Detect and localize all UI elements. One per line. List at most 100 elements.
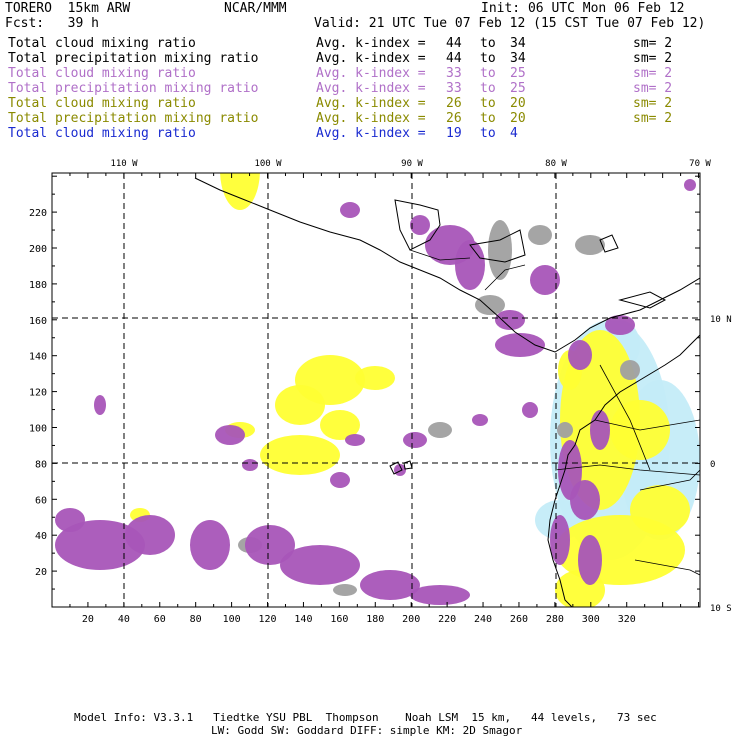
field-blob bbox=[455, 240, 485, 290]
legend-sm: sm= 2 bbox=[633, 96, 673, 111]
field-blob bbox=[242, 459, 258, 471]
y-tick-label: 60 bbox=[35, 495, 47, 506]
legend-avg: Avg. k-index = bbox=[316, 51, 426, 66]
coastline bbox=[403, 460, 413, 470]
field-blob bbox=[260, 5, 340, 45]
forecast-hour: Fcst: 39 h bbox=[5, 16, 99, 31]
field-blob bbox=[530, 35, 590, 85]
legend-field: Total cloud mixing ratio bbox=[8, 96, 196, 111]
legend-from: 33 bbox=[446, 66, 462, 81]
field-blob bbox=[355, 366, 395, 390]
field-blob bbox=[270, 0, 360, 75]
center-name: NCAR/MMM bbox=[224, 1, 287, 16]
field-blob bbox=[522, 402, 538, 418]
field-blob bbox=[495, 333, 545, 357]
field-blob bbox=[575, 235, 605, 255]
country-border bbox=[639, 469, 700, 491]
legend-field: Total cloud mixing ratio bbox=[8, 66, 196, 81]
legend-avg: Avg. k-index = bbox=[316, 81, 426, 96]
legend-to: 20 bbox=[510, 96, 526, 111]
y-tick-label: 160 bbox=[29, 316, 47, 327]
field-blob bbox=[215, 425, 245, 445]
field-blob bbox=[220, 173, 260, 210]
legend-to-word: to bbox=[480, 111, 496, 126]
legend-to-word: to bbox=[480, 81, 496, 96]
x-tick-label: 120 bbox=[258, 614, 276, 625]
latitude-label: 0 bbox=[710, 460, 715, 470]
y-tick-label: 80 bbox=[35, 459, 47, 470]
valid-time: Valid: 21 UTC Tue 07 Feb 12 (15 CST Tue … bbox=[314, 16, 706, 31]
field-blob bbox=[168, 0, 212, 105]
legend-from: 44 bbox=[446, 51, 462, 66]
coastline bbox=[618, 291, 667, 309]
legend-avg: Avg. k-index = bbox=[316, 96, 426, 111]
legend-to: 20 bbox=[510, 111, 526, 126]
legend-to: 4 bbox=[510, 126, 518, 141]
field-blob bbox=[528, 225, 552, 245]
field-blob bbox=[340, 202, 360, 218]
legend-to-word: to bbox=[480, 126, 496, 141]
legend-from: 44 bbox=[446, 36, 462, 51]
longitude-label: 90 W bbox=[401, 159, 423, 169]
x-tick-label: 200 bbox=[402, 614, 420, 625]
legend-sm: sm= 2 bbox=[633, 66, 673, 81]
field-blob bbox=[125, 515, 175, 555]
field-blob bbox=[620, 360, 640, 380]
field-blob bbox=[395, 15, 445, 55]
legend-from: 26 bbox=[446, 111, 462, 126]
legend-avg: Avg. k-index = bbox=[316, 126, 426, 141]
x-tick-label: 240 bbox=[474, 614, 492, 625]
x-tick-label: 100 bbox=[223, 614, 241, 625]
field-blob bbox=[360, 570, 420, 600]
x-tick-label: 320 bbox=[618, 614, 636, 625]
y-tick-label: 120 bbox=[29, 388, 47, 399]
field-blob bbox=[605, 315, 635, 335]
field-blob bbox=[62, 105, 98, 125]
longitude-label: 70 W bbox=[689, 159, 711, 169]
field-blob bbox=[195, 0, 285, 130]
legend-to: 25 bbox=[510, 66, 526, 81]
country-border bbox=[594, 419, 700, 431]
field-blob bbox=[557, 422, 573, 438]
legend-to: 34 bbox=[510, 36, 526, 51]
field-blob bbox=[410, 585, 470, 605]
field-blob bbox=[403, 432, 427, 448]
legend-field: Total cloud mixing ratio bbox=[8, 36, 196, 51]
field-blob bbox=[94, 395, 106, 415]
field-blob bbox=[684, 179, 696, 191]
physics-info-line: LW: Godd SW: Goddard DIFF: simple KM: 2D… bbox=[211, 724, 523, 737]
legend-field: Total cloud mixing ratio bbox=[8, 126, 196, 141]
country-border bbox=[599, 364, 651, 471]
model-name: TORERO 15km ARW bbox=[5, 1, 131, 16]
field-blob bbox=[333, 584, 357, 596]
init-time: Init: 06 UTC Mon 06 Feb 12 bbox=[481, 1, 685, 16]
longitude-label: 80 W bbox=[545, 159, 567, 169]
coastline bbox=[547, 334, 700, 607]
x-tick-label: 80 bbox=[190, 614, 202, 625]
legend-to: 25 bbox=[510, 81, 526, 96]
country-border bbox=[634, 559, 700, 576]
coastline bbox=[194, 177, 700, 353]
legend-sm: sm= 2 bbox=[633, 111, 673, 126]
field-blob bbox=[630, 485, 690, 535]
latitude-label: 10 N bbox=[710, 315, 732, 325]
country-border bbox=[484, 264, 526, 291]
field-blob bbox=[578, 535, 602, 585]
legend-avg: Avg. k-index = bbox=[316, 36, 426, 51]
y-tick-label: 100 bbox=[29, 424, 47, 435]
field-blob bbox=[475, 295, 505, 315]
legend-from: 19 bbox=[446, 126, 462, 141]
country-border bbox=[554, 464, 700, 476]
field-blob bbox=[568, 340, 592, 370]
legend-from: 33 bbox=[446, 81, 462, 96]
legend-field: Total precipitation mixing ratio bbox=[8, 81, 259, 96]
field-blob bbox=[488, 220, 512, 280]
field-blob bbox=[365, 0, 425, 78]
legend-to-word: to bbox=[480, 51, 496, 66]
x-tick-label: 20 bbox=[82, 614, 94, 625]
x-tick-label: 220 bbox=[438, 614, 456, 625]
field-blob bbox=[550, 515, 570, 565]
coastline bbox=[394, 199, 441, 251]
y-tick-label: 200 bbox=[29, 244, 47, 255]
